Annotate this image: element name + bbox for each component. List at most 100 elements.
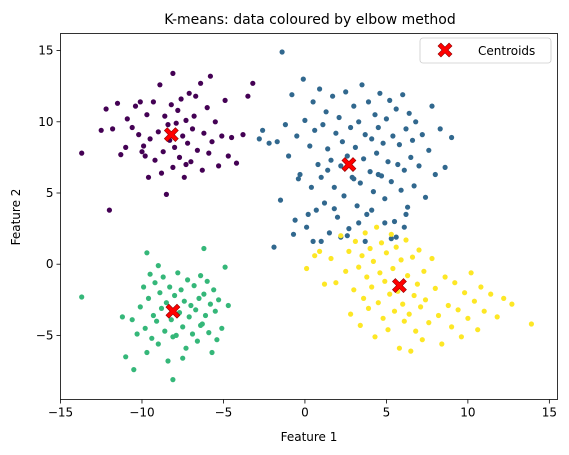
data-point-cluster-3 [416, 247, 422, 253]
data-point-cluster-3 [445, 302, 451, 309]
data-point-cluster-3 [382, 278, 388, 284]
data-point-cluster-2 [167, 284, 173, 290]
data-point-cluster-1 [295, 176, 301, 182]
data-point-cluster-3 [409, 254, 416, 260]
data-point-cluster-3 [414, 281, 420, 287]
data-point-cluster-2 [149, 335, 155, 341]
data-point-cluster-1 [374, 150, 380, 156]
data-point-cluster-0 [139, 149, 145, 155]
data-point-cluster-2 [201, 245, 207, 252]
data-point-cluster-0 [142, 153, 148, 159]
data-point-cluster-3 [396, 345, 402, 351]
data-point-cluster-1 [256, 136, 262, 142]
data-point-cluster-2 [160, 274, 166, 280]
data-point-cluster-0 [225, 153, 231, 159]
data-point-cluster-3 [406, 311, 412, 317]
data-point-cluster-1 [286, 153, 292, 159]
data-point-cluster-3 [348, 311, 354, 317]
data-point-cluster-1 [310, 238, 316, 244]
data-point-cluster-1 [325, 146, 331, 152]
data-point-cluster-2 [194, 338, 200, 344]
data-point-cluster-1 [419, 132, 425, 138]
data-point-cluster-3 [377, 270, 383, 276]
data-point-cluster-0 [124, 116, 130, 122]
y-tick-label: 5 [46, 186, 54, 200]
data-point-cluster-3 [432, 285, 438, 291]
data-point-cluster-2 [172, 292, 178, 299]
data-point-cluster-1 [290, 231, 297, 237]
data-point-cluster-2 [175, 270, 181, 276]
data-point-cluster-3 [403, 237, 409, 243]
x-axis-ticks: −15 −10 −5 0 5 10 15 [48, 399, 557, 420]
data-point-cluster-2 [144, 250, 150, 256]
data-point-cluster-1 [356, 220, 362, 226]
data-point-cluster-0 [147, 136, 153, 142]
data-point-cluster-1 [307, 143, 313, 149]
data-point-cluster-2 [204, 278, 210, 284]
data-point-cluster-0 [170, 164, 176, 170]
data-point-cluster-1 [362, 238, 368, 244]
data-point-cluster-1 [348, 124, 354, 131]
data-point-cluster-2 [188, 302, 194, 309]
data-point-cluster-2 [225, 302, 231, 309]
data-point-cluster-3 [478, 284, 484, 290]
data-point-cluster-3 [391, 308, 398, 314]
data-point-cluster-0 [181, 174, 187, 180]
data-point-cluster-2 [206, 330, 212, 336]
data-point-cluster-2 [180, 324, 186, 330]
data-point-cluster-1 [344, 153, 350, 159]
data-point-cluster-1 [341, 193, 347, 199]
data-point-cluster-0 [160, 149, 166, 155]
data-point-cluster-0 [245, 93, 251, 99]
data-point-cluster-1 [422, 194, 429, 200]
data-point-cluster-3 [317, 248, 323, 254]
data-point-cluster-0 [132, 103, 139, 109]
data-point-cluster-0 [209, 139, 215, 145]
data-point-cluster-3 [387, 291, 393, 297]
data-point-cluster-1 [437, 126, 443, 132]
data-point-cluster-3 [413, 328, 419, 334]
data-point-cluster-1 [400, 92, 406, 98]
data-point-cluster-3 [475, 327, 481, 333]
data-point-cluster-2 [145, 295, 152, 301]
data-point-cluster-1 [398, 187, 404, 193]
data-point-cluster-1 [432, 171, 438, 178]
data-point-cluster-1 [393, 106, 399, 112]
data-point-cluster-1 [292, 217, 298, 223]
data-point-cluster-3 [408, 348, 414, 354]
data-point-cluster-3 [528, 321, 535, 327]
data-point-cluster-2 [147, 271, 153, 277]
data-point-cluster-0 [219, 133, 225, 139]
data-point-cluster-3 [385, 327, 391, 333]
data-point-cluster-1 [442, 164, 448, 170]
data-point-cluster-1 [375, 124, 381, 131]
data-point-cluster-3 [369, 284, 375, 290]
centroid-marker [341, 157, 357, 172]
data-point-cluster-3 [367, 245, 373, 252]
data-point-cluster-1 [321, 200, 328, 206]
data-point-cluster-1 [361, 156, 367, 162]
data-point-cluster-3 [346, 248, 352, 254]
data-point-cluster-1 [403, 126, 409, 132]
data-point-cluster-0 [168, 102, 174, 108]
data-point-cluster-1 [383, 116, 389, 122]
data-point-cluster-1 [294, 133, 300, 139]
data-point-cluster-3 [471, 298, 477, 304]
data-point-cluster-1 [385, 159, 391, 165]
data-point-cluster-0 [199, 167, 205, 173]
data-point-cluster-2 [163, 300, 169, 306]
data-point-cluster-1 [300, 76, 306, 82]
data-point-cluster-3 [374, 224, 380, 230]
data-point-cluster-2 [183, 345, 189, 351]
data-point-cluster-3 [481, 308, 487, 314]
data-point-cluster-0 [129, 124, 135, 131]
data-point-cluster-0 [110, 126, 116, 132]
data-point-cluster-1 [416, 163, 422, 169]
data-point-cluster-1 [277, 197, 284, 203]
data-point-cluster-1 [362, 132, 368, 138]
y-axis-label: Feature 2 [9, 189, 23, 246]
data-point-cluster-1 [364, 211, 370, 217]
data-point-cluster-2 [189, 331, 196, 337]
